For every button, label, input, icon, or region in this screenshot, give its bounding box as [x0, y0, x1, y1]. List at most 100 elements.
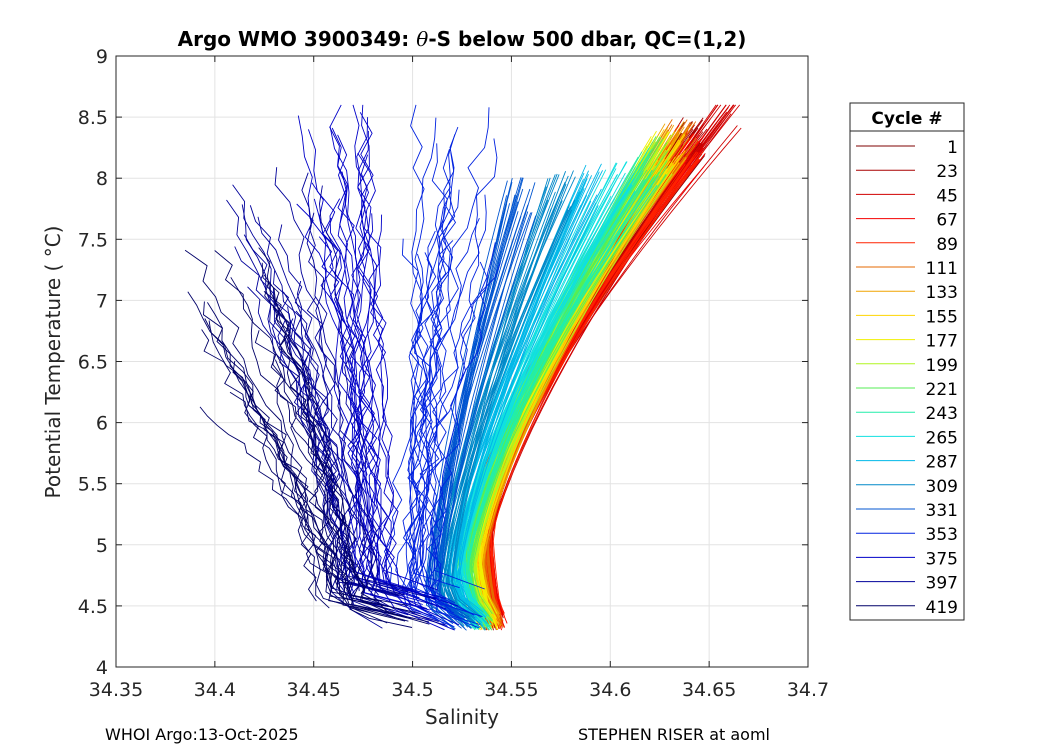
profile-line	[440, 205, 570, 616]
plot-axes: 34.35 34.4 34.45 34.5 34.55 34.6 34.65 34.7 4 4.…	[78, 46, 829, 701]
x-tick-label: 34.55	[484, 679, 538, 701]
profile-lines	[184, 104, 742, 631]
profile-line	[245, 388, 344, 596]
profile-line	[272, 354, 389, 607]
legend-entry-label: 243	[926, 404, 958, 424]
y-tick-label: 7.5	[78, 229, 108, 251]
profile-line	[395, 189, 460, 606]
legend-entry-label: 375	[926, 549, 958, 569]
x-tick-label: 34.65	[682, 679, 736, 701]
legend-entry-label: 1	[947, 138, 958, 158]
y-tick-label: 9	[96, 46, 108, 68]
legend-entry-label: 287	[926, 453, 958, 473]
legend-entry-label: 155	[926, 307, 958, 327]
profile-line	[365, 213, 455, 631]
x-tick-labels: 34.35 34.4 34.45 34.5 34.55 34.6 34.65 34.7	[89, 679, 829, 701]
y-axis-label: Potential Temperature ( °C)	[41, 226, 65, 499]
profile-line	[360, 154, 447, 610]
profile-line	[425, 204, 529, 630]
x-tick-label: 34.7	[787, 679, 829, 701]
x-axis-label: Salinity	[425, 705, 499, 729]
chart-title-prefix: Argo WMO 3900349:	[178, 27, 417, 51]
y-tick-label: 4.5	[78, 596, 108, 618]
profile-line	[406, 261, 488, 626]
profile-line	[247, 286, 405, 596]
footer-right-credit: STEPHEN RISER at aoml	[578, 725, 770, 744]
profile-line	[229, 391, 430, 623]
legend-entry-label: 221	[926, 380, 958, 400]
profile-line	[184, 249, 388, 624]
profile-line	[451, 196, 560, 625]
profile-line	[473, 173, 673, 623]
profile-line	[232, 360, 403, 617]
profile-line	[401, 218, 480, 622]
profile-line	[401, 238, 479, 629]
profile-line	[331, 127, 370, 592]
profile-line	[187, 291, 394, 611]
profile-line	[307, 129, 460, 626]
legend-entry-label: 177	[926, 332, 958, 352]
legend-entries: 1 23 45 67 89 111 133 155 177 199 221 243 265 287 309 3…	[856, 138, 958, 618]
y-tick-label: 5	[96, 535, 108, 557]
legend-entry-label: 133	[926, 283, 958, 303]
profile-line	[383, 190, 452, 604]
profile-line	[460, 183, 632, 630]
profile-line	[466, 182, 646, 628]
legend-entry-label: 353	[926, 525, 958, 545]
profile-line	[329, 104, 445, 631]
profile-line	[430, 216, 522, 618]
legend-entry-label: 67	[936, 211, 958, 231]
y-tick-labels: 4 4.5 5 5.5 6 6.5 7 7.5 8 8.5 9	[78, 46, 108, 679]
profile-line	[446, 191, 556, 623]
profile-line	[272, 288, 400, 597]
legend-entry-label: 397	[926, 574, 958, 594]
profile-line	[319, 185, 439, 623]
y-tick-label: 7	[96, 290, 108, 312]
profile-line	[453, 182, 586, 617]
y-tick-label: 4	[96, 657, 108, 679]
legend-title: Cycle #	[871, 109, 942, 129]
profile-line	[438, 194, 516, 614]
plot-frame	[115, 55, 809, 668]
legend-entry-label: 331	[926, 501, 958, 521]
profile-line	[434, 211, 529, 618]
chart-title-suffix: -S below 500 dbar, QC=(1,2)	[428, 27, 746, 51]
profile-line	[257, 216, 422, 615]
x-tick-label: 34.5	[391, 679, 433, 701]
legend-entry-label: 265	[926, 428, 958, 448]
y-tick-label: 5.5	[78, 474, 108, 496]
y-tick-label: 6	[96, 413, 108, 435]
x-tick-label: 34.6	[589, 679, 631, 701]
profile-line	[425, 180, 508, 622]
legend-entry-label: 111	[926, 259, 958, 279]
profile-line	[322, 217, 428, 610]
chart-title-theta: θ	[416, 27, 428, 51]
profile-line	[467, 155, 651, 625]
legend-entry-label: 89	[936, 235, 958, 255]
footer-left-credit: WHOI Argo:13-Oct-2025	[105, 725, 299, 744]
legend-box	[849, 102, 965, 621]
profile-line	[263, 274, 416, 613]
profile-line	[232, 371, 382, 602]
profile-line	[357, 152, 459, 607]
x-tick-label: 34.35	[89, 679, 143, 701]
profile-line	[311, 182, 395, 592]
profile-line	[458, 191, 580, 631]
profile-line	[409, 134, 456, 628]
profile-line	[232, 184, 339, 589]
profile-line	[451, 177, 551, 618]
profile-line	[459, 205, 599, 625]
profile-line	[329, 198, 430, 611]
profile-line	[429, 126, 475, 616]
legend-entry-label: 23	[936, 162, 958, 182]
profile-line	[408, 107, 490, 591]
profile-line	[447, 209, 573, 625]
profile-line	[337, 134, 412, 620]
x-tick-label: 34.45	[287, 679, 341, 701]
y-tick-label: 6.5	[78, 352, 108, 374]
profile-line	[458, 171, 600, 618]
profile-line	[230, 277, 371, 613]
legend-entry-label: 45	[936, 186, 958, 206]
profile-line	[455, 199, 580, 627]
